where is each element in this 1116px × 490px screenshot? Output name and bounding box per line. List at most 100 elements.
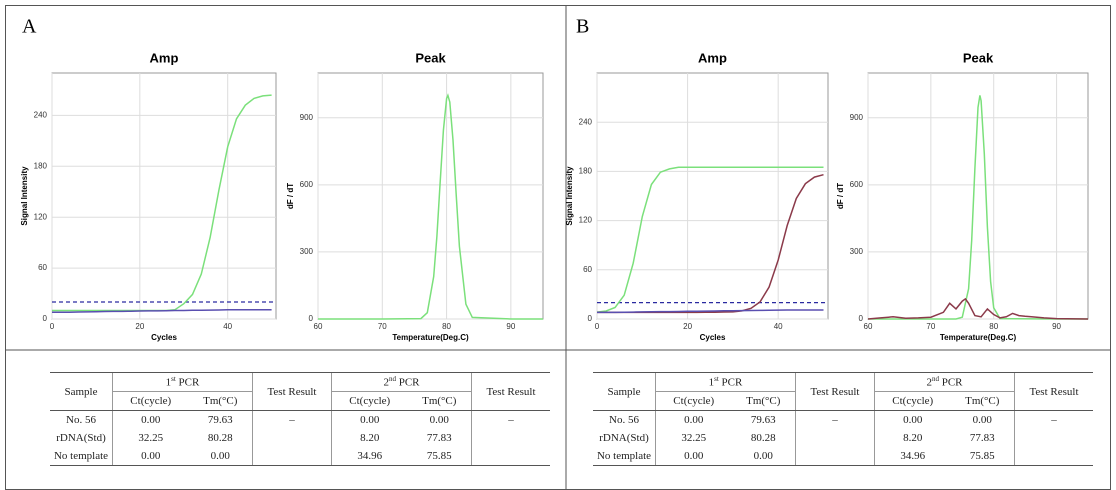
header-row: Sample 1st PCR Test Result 2nd PCR Test Resu…	[50, 372, 550, 411]
table-cell: –	[471, 410, 550, 466]
y-axis-label: Signal Intensity	[565, 166, 574, 226]
header-row: Ct(cycle) Tm(°C) Ct(cycle) Tm(°C)	[593, 391, 1093, 411]
chart-title: Peak	[415, 50, 446, 65]
header-cell: Test Result	[1014, 372, 1093, 411]
header-cell: Tm(°C)	[731, 391, 796, 411]
table-cell: 79.63	[750, 414, 776, 426]
table-cell: No. 56	[66, 414, 96, 426]
header-cell: Ct(cycle)	[330, 391, 408, 411]
header-cell: Test Result	[471, 372, 550, 411]
table-cell: 0.00	[654, 447, 732, 466]
header-text: PCR	[395, 376, 420, 389]
x-tick-label: 40	[774, 322, 783, 331]
table-cell: 8.20	[330, 429, 408, 447]
table-cell: No template	[50, 447, 113, 466]
y-tick-label: 600	[300, 180, 314, 189]
table-cell: –	[1014, 410, 1093, 466]
data-line	[318, 93, 543, 320]
x-tick-label: 90	[1052, 322, 1061, 331]
table-cell: 0.00	[873, 410, 951, 429]
table-cell: 79.63	[207, 414, 233, 426]
header-cell: Sample	[593, 372, 656, 411]
header-text: 2	[926, 376, 932, 389]
header-text: 2	[383, 376, 389, 389]
table-cell: –	[794, 410, 875, 466]
header-cell: Ct(cycle)	[111, 391, 189, 411]
result-table: Sample 1st PCR Test Result 2nd PCR Test Resu…	[50, 372, 550, 466]
data-line	[867, 297, 1089, 320]
x-tick-label: 0	[50, 322, 55, 331]
plot-area	[596, 72, 829, 320]
chart-title: Peak	[963, 50, 994, 65]
data-line	[596, 166, 824, 313]
header-text: 1	[708, 376, 715, 389]
table-cell: 34.96	[873, 447, 951, 466]
header-text: st	[171, 375, 176, 384]
header-cell: Test Result	[794, 372, 875, 411]
x-tick-label: 80	[442, 322, 451, 331]
y-tick-label: 180	[579, 167, 593, 176]
y-tick-label: 900	[300, 113, 314, 122]
x-tick-label: 0	[595, 322, 600, 331]
table-cell: No template	[593, 447, 656, 466]
plot-area	[51, 72, 277, 320]
header-text: PCR	[175, 376, 200, 389]
data-row: No template 0.00 0.00 34.96 75.85	[50, 447, 550, 466]
y-tick-label: 0	[43, 314, 48, 323]
y-axis-label: dF / dT	[286, 183, 295, 209]
table-cell: 0.00	[188, 447, 253, 466]
header-text: 1	[165, 376, 172, 389]
table-cell: 0.00	[111, 447, 189, 466]
x-axis-label: Temperature(Deg.C)	[940, 333, 1017, 342]
y-axis-label: Signal Intensity	[20, 166, 29, 226]
x-axis-label: Cycles	[151, 333, 177, 342]
table-cell: 0.00	[731, 447, 796, 466]
header-cell: 1st PCR	[655, 372, 796, 392]
data-line	[597, 309, 824, 314]
table-cell: 32.25	[654, 429, 732, 447]
y-tick-label: 600	[850, 180, 864, 189]
y-tick-label: 300	[850, 247, 864, 256]
table-cell: 0.00	[429, 414, 449, 426]
data-row: rDNA(Std) 32.25 80.28 8.20 77.83	[593, 429, 1093, 447]
y-tick-label: 0	[309, 314, 314, 323]
table-cell: No. 56	[609, 414, 639, 426]
panel-label: A	[22, 16, 37, 38]
x-tick-label: 70	[378, 322, 387, 331]
table-cell: 77.83	[426, 432, 452, 444]
plot-area	[317, 72, 544, 320]
header-cell: Tm(°C)	[188, 391, 253, 411]
y-tick-label: 0	[859, 314, 864, 323]
header-cell: Sample	[50, 372, 113, 411]
header-cell: Ct(cycle)	[654, 391, 732, 411]
x-tick-label: 80	[989, 322, 998, 331]
y-tick-label: 900	[850, 113, 864, 122]
x-tick-label: 90	[506, 322, 515, 331]
data-row: rDNA(Std) 32.25 80.28 8.20 77.83	[50, 429, 550, 447]
header-cell: Tm(°C)	[407, 391, 472, 411]
x-axis-label: Cycles	[700, 333, 726, 342]
header-cell: 2nd PCR	[330, 372, 472, 392]
table-cell: 75.85	[407, 447, 472, 466]
y-tick-label: 300	[300, 247, 314, 256]
data-row: No template 0.00 0.00 34.96 75.85	[593, 447, 1093, 466]
header-cell: 1st PCR	[112, 372, 253, 392]
y-tick-label: 120	[579, 216, 593, 225]
header-text: PCR	[938, 376, 963, 389]
x-tick-label: 70	[926, 322, 935, 331]
x-tick-label: 40	[223, 322, 232, 331]
header-text: nd	[388, 375, 396, 384]
data-line	[52, 308, 272, 313]
panel-label: B	[576, 16, 589, 38]
chart-title: Amp	[698, 50, 727, 65]
table-cell: 34.96	[330, 447, 408, 466]
x-tick-label: 20	[683, 322, 692, 331]
table-cell: 0.00	[654, 410, 732, 429]
header-row: Ct(cycle) Tm(°C) Ct(cycle) Tm(°C)	[50, 391, 550, 411]
x-axis-label: Temperature(Deg.C)	[392, 333, 469, 342]
table-cell: rDNA(Std)	[56, 432, 106, 444]
table-cell: 0.00	[330, 410, 408, 429]
table-cell: 32.25	[111, 429, 189, 447]
